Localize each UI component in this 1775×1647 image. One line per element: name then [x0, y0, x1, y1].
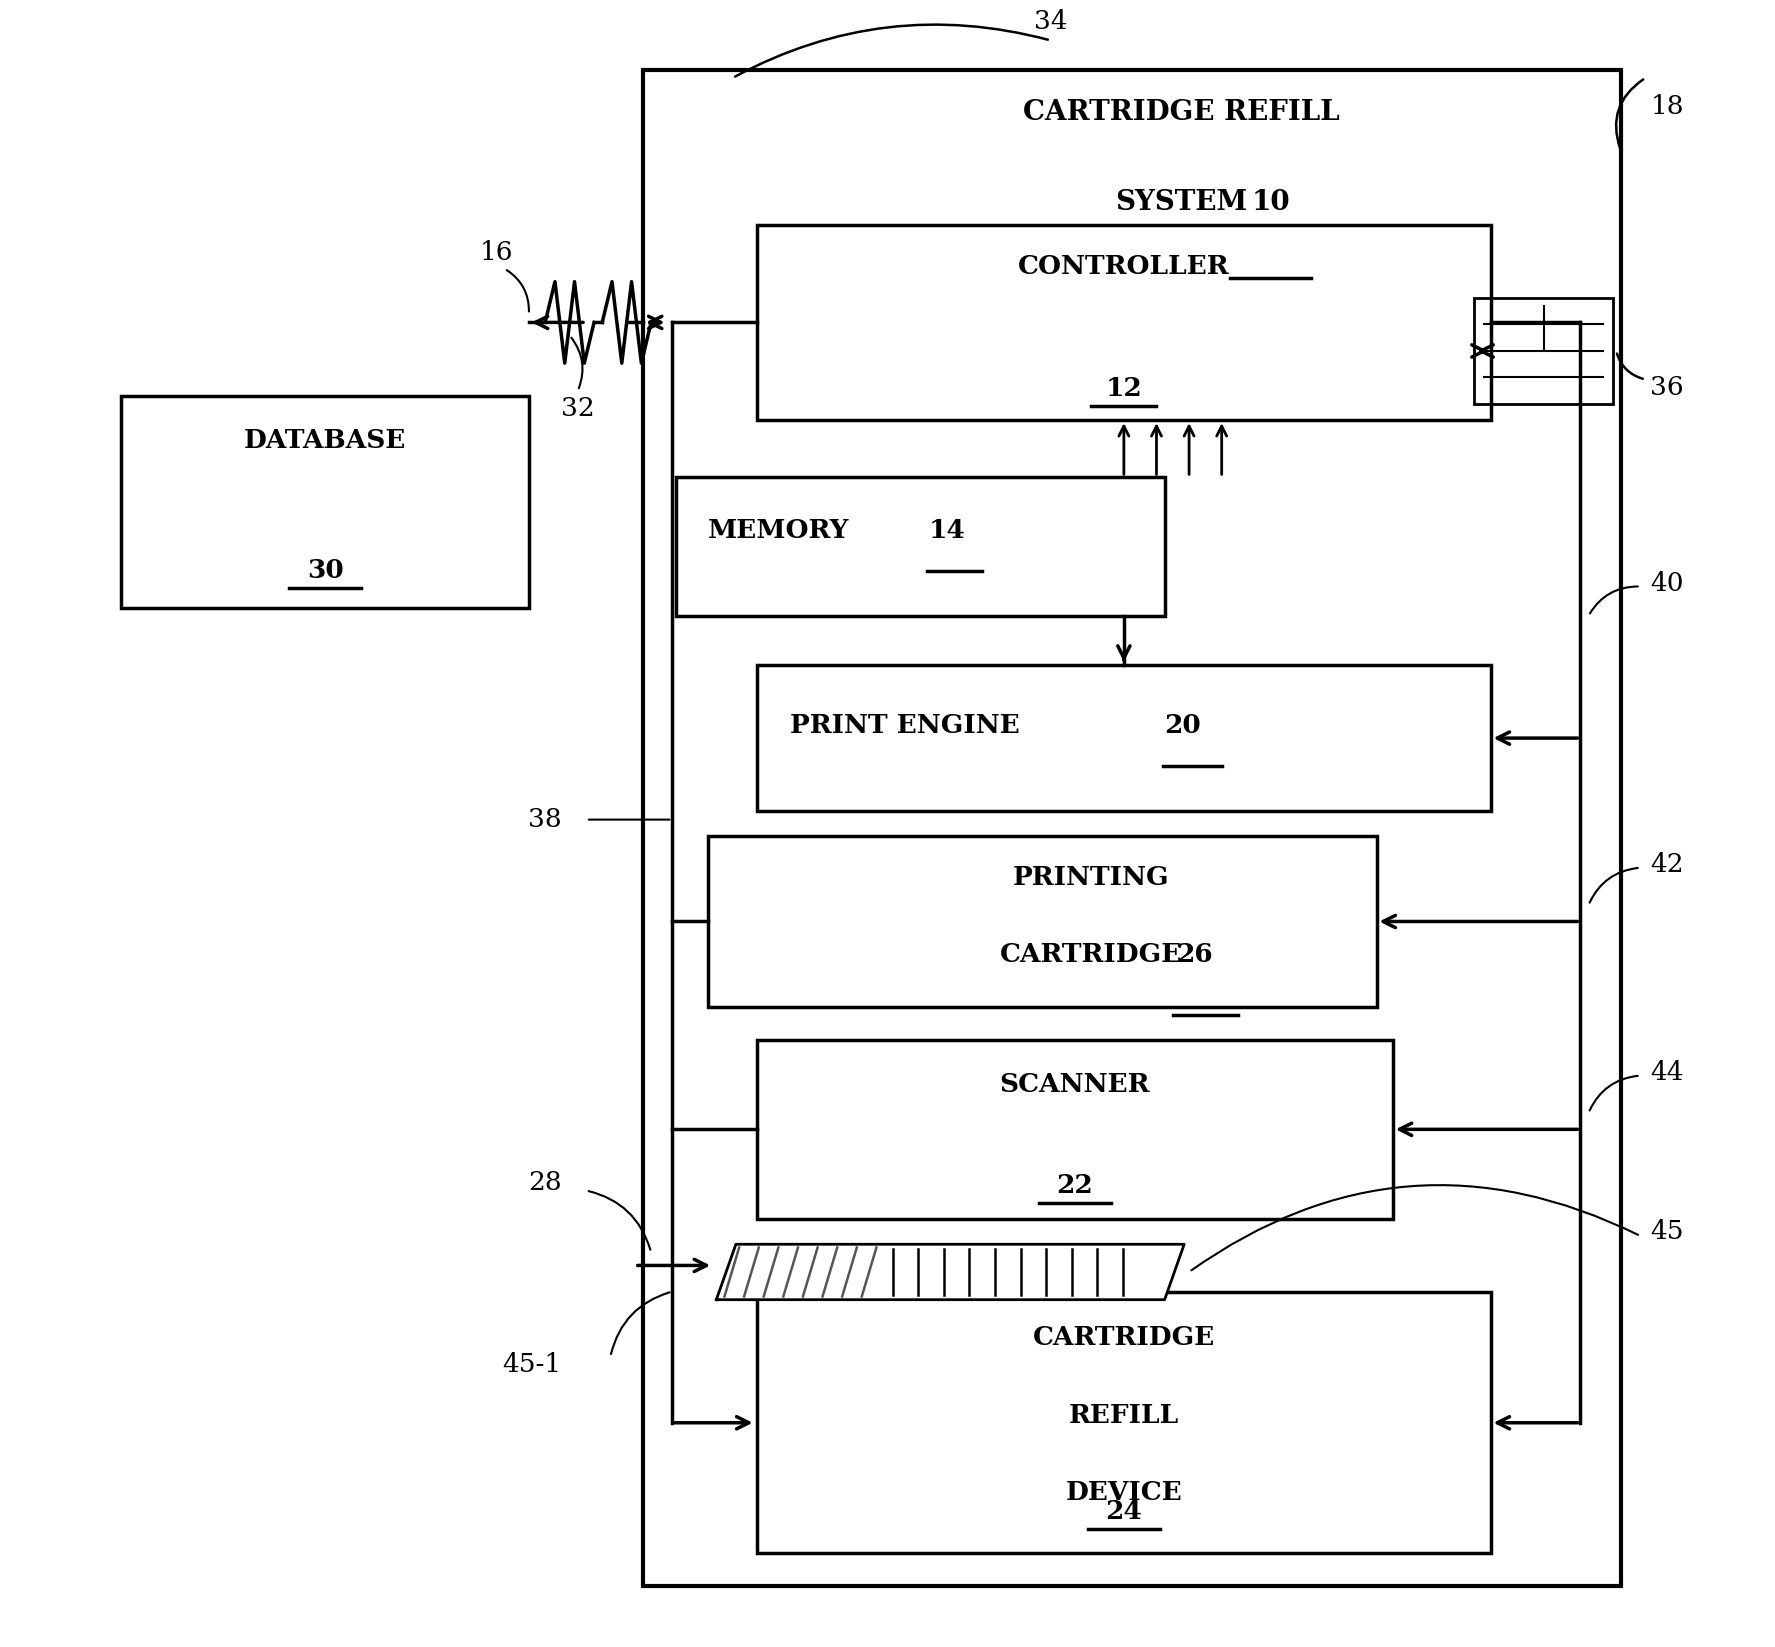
Text: 45-1: 45-1: [502, 1352, 561, 1377]
Bar: [758, 1293, 1491, 1553]
Text: MEMORY: MEMORY: [708, 517, 850, 544]
Text: DEVICE: DEVICE: [1065, 1479, 1182, 1505]
Bar: [121, 395, 529, 608]
Text: 38: 38: [527, 807, 561, 832]
Text: 20: 20: [1164, 713, 1202, 738]
Text: 36: 36: [1651, 376, 1684, 400]
Bar: [643, 69, 1621, 1586]
Text: 30: 30: [307, 558, 344, 583]
Text: 26: 26: [1177, 942, 1212, 967]
Text: 12: 12: [1106, 376, 1143, 400]
Text: PRINT ENGINE: PRINT ENGINE: [790, 713, 1019, 738]
Text: SCANNER: SCANNER: [999, 1072, 1150, 1097]
Bar: [708, 837, 1377, 1006]
Text: SYSTEM: SYSTEM: [1115, 189, 1248, 216]
Text: 34: 34: [1033, 8, 1067, 35]
Text: 24: 24: [1106, 1499, 1143, 1523]
Text: 10: 10: [1251, 189, 1290, 216]
Text: CARTRIDGE: CARTRIDGE: [999, 942, 1182, 967]
Text: CONTROLLER: CONTROLLER: [1019, 254, 1230, 278]
Text: REFILL: REFILL: [1069, 1403, 1179, 1428]
Text: 14: 14: [928, 517, 966, 544]
Bar: [1475, 298, 1613, 404]
Text: 42: 42: [1651, 851, 1684, 876]
Text: 44: 44: [1651, 1059, 1684, 1085]
Text: 32: 32: [561, 395, 595, 420]
Bar: [676, 478, 1164, 616]
Text: 45: 45: [1651, 1219, 1684, 1243]
Text: CARTRIDGE REFILL: CARTRIDGE REFILL: [1022, 99, 1340, 127]
Text: 16: 16: [479, 240, 513, 265]
Text: DATABASE: DATABASE: [243, 428, 406, 453]
Text: CARTRIDGE: CARTRIDGE: [1033, 1324, 1216, 1351]
Bar: [758, 1039, 1393, 1219]
Text: 18: 18: [1651, 94, 1684, 119]
Text: 28: 28: [527, 1169, 561, 1194]
Polygon shape: [717, 1243, 1184, 1299]
Text: 22: 22: [1056, 1173, 1093, 1197]
Bar: [758, 224, 1491, 420]
Bar: [758, 665, 1491, 812]
Text: 40: 40: [1651, 572, 1684, 596]
Text: PRINTING: PRINTING: [1014, 865, 1170, 891]
